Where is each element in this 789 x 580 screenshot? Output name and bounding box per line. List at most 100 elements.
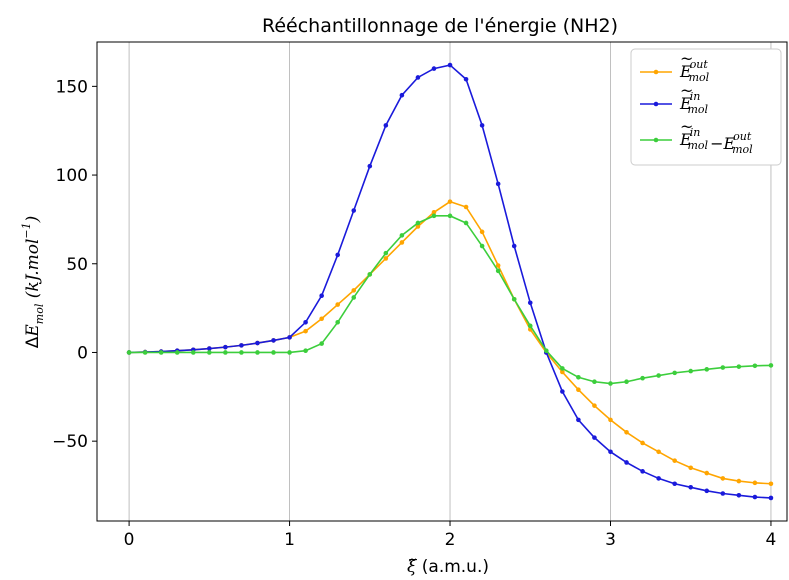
data-point [704,470,710,476]
data-point [736,364,742,369]
data-point [158,350,164,355]
data-point [319,341,324,346]
x-axis: 0 1 2 3 4 [124,521,776,550]
data-point [608,449,613,455]
data-point [142,350,148,355]
data-point [736,492,742,498]
data-point [223,350,228,355]
data-point [592,403,597,408]
data-point [624,429,629,435]
data-point [190,350,196,355]
data-point [174,350,180,355]
data-point [351,288,357,293]
legend-label-2: Ein mol −Eout mol [679,126,753,156]
x-tick-label-0: 0 [124,530,135,550]
data-point [479,123,485,128]
data-point [207,346,212,351]
data-point [656,476,661,481]
data-point [576,375,581,380]
data-point [335,252,340,258]
data-point [495,268,501,274]
data-point [271,338,276,343]
data-point [576,387,581,393]
data-point [303,348,308,353]
legend-entry-1: Ein mol~ [640,81,709,116]
legend-entry-2: Ein mol −Eout mol~ [640,117,753,156]
data-point [768,481,774,487]
svg-text:ΔEmol (kJ.mol−1): ΔEmol (kJ.mol−1) [20,216,46,349]
data-point [319,293,324,298]
data-point [367,163,373,169]
data-point [608,381,613,386]
data-point [399,233,405,238]
data-point [624,379,629,385]
y-tick-label-1: 0 [77,343,88,363]
data-point [527,300,533,306]
legend-tilde-2: ~ [680,117,693,136]
data-point [752,494,758,500]
x-tick-label-3: 3 [605,530,616,550]
data-point [303,320,308,325]
data-point [255,350,260,355]
x-tick-label-1: 1 [284,530,295,550]
y-tick-label-0: −50 [52,432,88,452]
data-point [672,481,677,487]
data-point [303,328,308,334]
data-point [495,263,501,268]
data-point [672,370,677,376]
data-point [271,350,276,355]
data-point [656,373,661,378]
data-point [560,369,565,375]
data-point [576,417,581,423]
data-point [431,213,437,219]
legend-entry-0: Eout mol~ [640,49,710,84]
data-point [399,92,405,98]
data-point [287,350,292,355]
data-point [415,220,421,226]
data-point [255,340,260,346]
data-point [463,204,469,210]
legend-marker-1 [653,101,659,107]
data-point [447,199,453,204]
data-point [752,480,758,486]
data-point [720,491,726,496]
y-axis: −50 0 50 100 150 [52,77,97,452]
series-layer [126,62,774,501]
data-point [335,302,340,307]
data-point [383,123,389,128]
legend-tilde-1: ~ [680,81,693,100]
data-point [560,366,565,371]
data-point [351,295,357,300]
data-point [640,469,645,474]
data-point [239,350,244,355]
data-point [560,389,565,394]
data-point [126,350,132,355]
data-point [768,363,774,368]
legend-marker-2 [653,137,659,143]
data-point [640,375,645,381]
y-axis-label: ΔEmol (kJ.mol−1) [20,216,46,349]
legend-box [630,48,782,166]
chart-title: Rééchantillonnage de l'énergie (NH2) [262,15,618,37]
data-point [672,458,677,463]
data-point [447,213,453,219]
data-point [624,460,629,465]
x-tick-label-2: 2 [445,530,456,550]
data-point [768,495,774,501]
data-point [752,363,758,369]
plot-frame [96,41,788,522]
data-point [383,256,389,261]
data-point [415,75,421,80]
x-axis-label: ξ̃ (a.m.u.) [407,557,489,577]
data-point [431,210,437,215]
data-point [688,465,694,471]
data-point [335,320,340,325]
data-point [463,220,469,226]
data-point [223,344,228,350]
data-point [704,367,710,372]
y-tick-label-2: 50 [66,255,88,275]
legend-label-1: Ein mol [679,90,709,116]
legend-label-0: Eout mol [679,58,710,84]
legend: Eout mol~Ein mol~Ein mol −Eout mol~ [630,48,782,166]
